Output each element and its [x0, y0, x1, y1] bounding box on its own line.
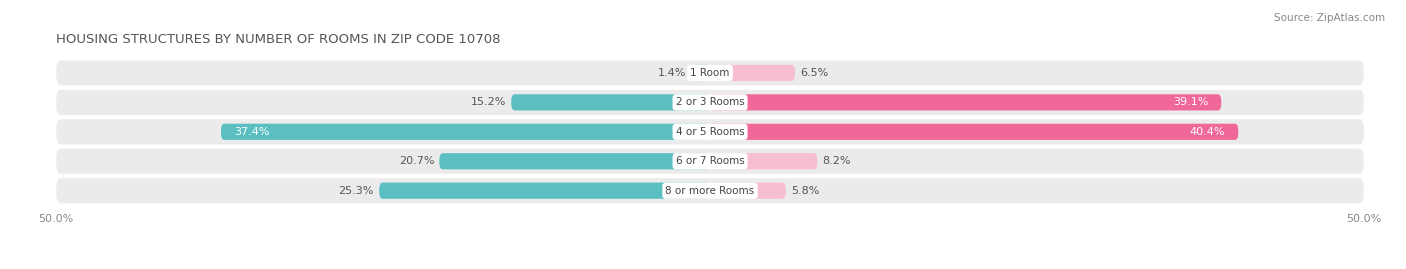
Text: 1 Room: 1 Room	[690, 68, 730, 78]
Text: 4 or 5 Rooms: 4 or 5 Rooms	[676, 127, 744, 137]
FancyBboxPatch shape	[439, 153, 710, 169]
FancyBboxPatch shape	[56, 90, 1364, 115]
Text: 1.4%: 1.4%	[658, 68, 686, 78]
FancyBboxPatch shape	[710, 65, 794, 81]
FancyBboxPatch shape	[692, 65, 710, 81]
Text: 2 or 3 Rooms: 2 or 3 Rooms	[676, 97, 744, 107]
Text: 39.1%: 39.1%	[1173, 97, 1208, 107]
FancyBboxPatch shape	[221, 124, 710, 140]
Text: 25.3%: 25.3%	[339, 186, 374, 196]
Text: 37.4%: 37.4%	[233, 127, 270, 137]
Text: 8 or more Rooms: 8 or more Rooms	[665, 186, 755, 196]
FancyBboxPatch shape	[710, 183, 786, 199]
Text: HOUSING STRUCTURES BY NUMBER OF ROOMS IN ZIP CODE 10708: HOUSING STRUCTURES BY NUMBER OF ROOMS IN…	[56, 33, 501, 46]
Text: 20.7%: 20.7%	[399, 156, 434, 166]
Text: 6.5%: 6.5%	[800, 68, 828, 78]
FancyBboxPatch shape	[710, 153, 817, 169]
Text: Source: ZipAtlas.com: Source: ZipAtlas.com	[1274, 13, 1385, 23]
Text: 15.2%: 15.2%	[471, 97, 506, 107]
FancyBboxPatch shape	[710, 94, 1222, 111]
FancyBboxPatch shape	[710, 124, 1239, 140]
FancyBboxPatch shape	[56, 149, 1364, 174]
FancyBboxPatch shape	[512, 94, 710, 111]
Text: 40.4%: 40.4%	[1189, 127, 1225, 137]
FancyBboxPatch shape	[56, 61, 1364, 86]
Text: 8.2%: 8.2%	[823, 156, 851, 166]
Text: 6 or 7 Rooms: 6 or 7 Rooms	[676, 156, 744, 166]
FancyBboxPatch shape	[380, 183, 710, 199]
FancyBboxPatch shape	[56, 178, 1364, 203]
Text: 5.8%: 5.8%	[792, 186, 820, 196]
FancyBboxPatch shape	[56, 119, 1364, 144]
